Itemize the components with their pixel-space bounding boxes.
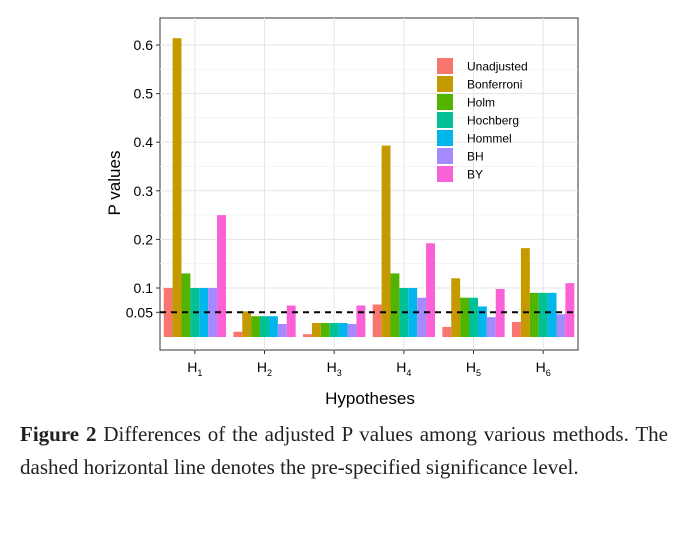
bar-bh-2 — [277, 323, 287, 337]
bars — [163, 38, 575, 338]
bar-bonferroni-4 — [381, 145, 391, 337]
bar-chart: 0.05 0.1 0.2 0.3 0.4 0.5 0.6 H1 H2 H3 H4 H5 H6 Unadj… — [105, 17, 579, 408]
bar-holm-2 — [251, 316, 261, 337]
x-tick-label: H4 — [396, 359, 411, 378]
bar-by-5 — [495, 288, 505, 337]
bar-hommel-1 — [199, 288, 209, 337]
figure-caption: Figure 2 Differences of the adjusted P v… — [20, 418, 668, 484]
legend-swatch-by — [437, 166, 453, 182]
bar-bonferroni-5 — [451, 278, 461, 337]
y-tick-label: 0.6 — [134, 37, 154, 53]
legend-swatch-hochberg — [437, 112, 453, 128]
bar-bonferroni-3 — [311, 322, 321, 337]
legend-swatch-unadjusted — [437, 58, 453, 74]
bar-by-4 — [426, 243, 435, 337]
y-tick-label: 0.05 — [126, 304, 153, 320]
grid-lines — [159, 17, 579, 351]
legend-label-hommel: Hommel — [467, 132, 512, 146]
bar-holm-1 — [181, 273, 191, 337]
x-tick-label: H3 — [327, 359, 342, 378]
y-tick-label: 0.1 — [134, 280, 154, 296]
bar-bh-6 — [556, 314, 566, 337]
bar-hommel-3 — [338, 322, 348, 337]
bar-by-6 — [565, 283, 575, 337]
legend-swatch-holm — [437, 94, 453, 110]
axes: 0.05 0.1 0.2 0.3 0.4 0.5 0.6 H1 H2 H3 H4 H5 H6 — [126, 37, 551, 378]
x-tick-label: H1 — [187, 359, 202, 378]
legend-label-bonferroni: Bonferroni — [467, 78, 522, 92]
legend-label-hochberg: Hochberg — [467, 114, 519, 128]
bar-by-1 — [217, 215, 226, 337]
bar-bonferroni-1 — [172, 38, 182, 338]
bar-unadjusted-5 — [442, 326, 452, 337]
legend-label-holm: Holm — [467, 96, 495, 110]
x-tick-label: H2 — [257, 359, 272, 378]
bar-hommel-4 — [408, 288, 418, 337]
y-tick-label: 0.4 — [134, 134, 154, 150]
bar-hochberg-3 — [329, 322, 339, 337]
caption-text: Differences of the adjusted P values amo… — [20, 422, 668, 479]
y-tick-label: 0.5 — [134, 86, 154, 102]
bar-hommel-6 — [547, 292, 557, 337]
x-axis-title: Hypotheses — [325, 389, 415, 408]
bar-by-2 — [286, 305, 296, 337]
legend: Unadjusted Bonferroni Holm Hochberg Hommel BH… — [437, 58, 528, 182]
bar-bonferroni-6 — [520, 248, 530, 337]
bar-unadjusted-6 — [512, 322, 521, 337]
bar-holm-5 — [460, 297, 470, 337]
legend-swatch-bh — [437, 148, 453, 164]
y-tick-label: 0.2 — [134, 231, 154, 247]
bar-unadjusted-4 — [372, 304, 382, 337]
y-tick-label: 0.3 — [134, 183, 154, 199]
legend-label-unadjusted: Unadjusted — [467, 60, 528, 74]
x-tick-label: H5 — [466, 359, 481, 378]
bar-bh-5 — [486, 317, 496, 337]
bar-hommel-2 — [268, 316, 278, 337]
bar-bh-4 — [417, 297, 427, 337]
bar-hochberg-6 — [538, 292, 548, 337]
legend-label-bh: BH — [467, 150, 484, 164]
bar-by-3 — [356, 305, 366, 337]
bar-unadjusted-1 — [163, 288, 173, 337]
x-tick-label: H6 — [536, 359, 551, 378]
bar-hochberg-2 — [260, 316, 269, 337]
bar-unadjusted-2 — [233, 331, 243, 337]
caption-label: Figure 2 — [20, 422, 97, 446]
bar-hochberg-5 — [469, 297, 478, 337]
bar-hommel-5 — [477, 306, 487, 337]
legend-swatch-bonferroni — [437, 76, 453, 92]
bar-holm-4 — [390, 273, 400, 337]
legend-label-by: BY — [467, 168, 483, 182]
bar-unadjusted-3 — [303, 334, 312, 337]
y-axis-title: P values — [105, 151, 124, 216]
bar-bonferroni-2 — [242, 311, 252, 337]
bar-bh-3 — [347, 323, 357, 337]
bar-holm-3 — [320, 322, 330, 337]
plot-panel — [159, 17, 579, 351]
bar-bh-1 — [208, 288, 218, 337]
legend-swatch-hommel — [437, 130, 453, 146]
bar-holm-6 — [529, 292, 539, 337]
